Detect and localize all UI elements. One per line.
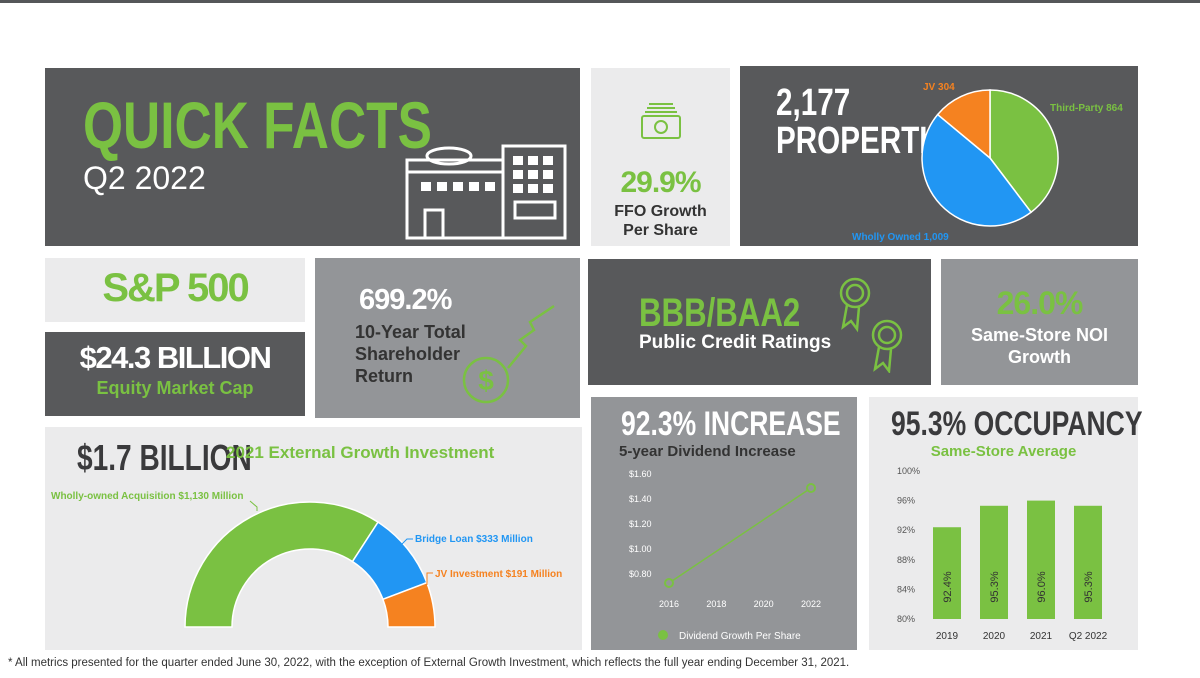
x-tick-label: 2020 xyxy=(754,599,774,609)
pie-slice-2 xyxy=(936,89,991,160)
occupancy-title-wrap: 95.3% OCCUPANCY xyxy=(891,405,1200,444)
x-tick-label: 2016 xyxy=(659,599,679,609)
pie-label-jv: JV 304 xyxy=(923,82,955,93)
market-cap-value: $24.3 BILLION xyxy=(79,340,272,375)
x-tick-label: 2019 xyxy=(936,631,959,642)
ffo-label-2: Per Share xyxy=(623,222,698,239)
bar-value-label: 95.3% xyxy=(1083,571,1095,602)
pie-label-wholly-owned: Wholly Owned 1,009 xyxy=(852,232,949,243)
donut-segment-2 xyxy=(381,581,436,628)
occupancy-bar xyxy=(933,527,961,619)
pie-slice-1 xyxy=(921,113,1033,227)
title-text: QUICK FACTS xyxy=(83,88,432,162)
dividend-point xyxy=(664,578,674,588)
building-icon xyxy=(405,144,567,240)
occupancy-title: 95.3% OCCUPANCY xyxy=(891,405,1143,443)
external-donut-chart: Wholly-owned Acquisition $1,130 Million … xyxy=(51,491,562,628)
dividend-line-chart: $0.80 $1.00 $1.20 $1.40 $1.60 2016 2018 2020 202… xyxy=(629,469,821,642)
ffo-value: 29.9% xyxy=(620,166,701,199)
occupancy-bar xyxy=(1074,505,1102,619)
credit-value: BBB/BAA2 xyxy=(639,291,801,335)
y-tick-label: 100% xyxy=(897,466,920,476)
credit-label: Public Credit Ratings xyxy=(639,332,832,353)
market-cap-tile: $24.3 BILLION Equity Market Cap xyxy=(45,332,305,416)
dividend-legend: Dividend Growth Per Share xyxy=(679,631,801,642)
y-tick-label: 80% xyxy=(897,614,915,624)
dividend-title: 92.3% INCREASE xyxy=(621,405,841,443)
tsr-label-1: 10-Year Total xyxy=(355,322,466,342)
noi-label-1: Same-Store NOI xyxy=(970,325,1109,345)
market-cap-wrap: $24.3 BILLION xyxy=(45,340,305,376)
top-border xyxy=(0,0,1200,3)
external-label: 2021 External Growth Investment xyxy=(226,443,495,462)
external-growth-tile: $1.7 BILLION 2021 External Growth Invest… xyxy=(45,427,582,650)
donut-label-wholly-owned: Wholly-owned Acquisition $1,130 Million xyxy=(51,491,243,502)
y-tick-label: 84% xyxy=(897,584,915,594)
noi-value: 26.0% xyxy=(996,285,1084,321)
bar-value-label: 92.4% xyxy=(942,571,954,602)
x-tick-label: 2022 xyxy=(801,599,821,609)
y-tick-label: $1.00 xyxy=(629,544,652,554)
y-tick-label: $1.60 xyxy=(629,469,652,479)
bar-value-label: 96.0% xyxy=(1036,571,1048,602)
occupancy-bar-chart: 80% 84% 88% 92% 96% 100% 92.4% 2019 95.3% 2020 96.… xyxy=(897,466,1108,642)
external-value-wrap: $1.7 BILLION xyxy=(77,437,301,479)
noi-tile: 26.0% Same-Store NOI Growth xyxy=(941,259,1138,385)
pie-label-third-party: Third-Party 864 xyxy=(1050,103,1123,114)
x-tick-label: 2018 xyxy=(706,599,726,609)
tsr-label-2: Shareholder xyxy=(355,344,461,364)
money-stack-icon xyxy=(641,103,681,139)
bar-value-label: 95.3% xyxy=(989,571,1001,602)
dollar-growth-icon: $ xyxy=(462,304,555,404)
tsr-label-3: Return xyxy=(355,366,413,386)
occupancy-tile: 95.3% OCCUPANCY Same-Store Average 80% 84… xyxy=(869,397,1143,650)
dividend-point xyxy=(806,483,816,493)
tsr-tile: 699.2% 10-Year Total Shareholder Return … xyxy=(315,258,580,418)
donut-segment-0 xyxy=(184,501,380,628)
dividend-tile: 92.3% INCREASE 5-year Dividend Increase … xyxy=(591,397,857,650)
y-tick-label: 92% xyxy=(897,525,915,535)
sp500-wrap: S&P 500 xyxy=(45,266,305,311)
svg-text:$: $ xyxy=(478,365,494,396)
noi-value-wrap: 26.0% xyxy=(941,285,1138,322)
properties-count-wrap: 2,177 xyxy=(776,82,871,125)
y-tick-label: $1.20 xyxy=(629,519,652,529)
properties-tile: 2,177 PROPERTIES Third-Party 864 Wholly … xyxy=(740,66,1138,246)
dividend-series-line xyxy=(668,487,812,584)
ffo-label-1: FFO Growth xyxy=(614,203,707,220)
page-title: QUICK FACTS xyxy=(83,90,530,160)
dividend-subtitle: 5-year Dividend Increase xyxy=(619,443,796,460)
tsr-value: 699.2% xyxy=(359,284,452,316)
y-tick-label: $0.80 xyxy=(629,569,652,579)
occupancy-subtitle: Same-Store Average xyxy=(930,443,1077,460)
legend-dot xyxy=(658,630,668,640)
sp500-label: S&P 500 xyxy=(102,266,249,310)
credit-tile: BBB/BAA2 Public Credit Ratings xyxy=(588,259,931,385)
award-ribbon-icon xyxy=(839,277,903,373)
y-tick-label: $1.40 xyxy=(629,494,652,504)
external-value: $1.7 BILLION xyxy=(77,437,252,478)
x-tick-label: Q2 2022 xyxy=(1069,631,1108,642)
x-tick-label: 2021 xyxy=(1030,631,1053,642)
ffo-value-wrap: 29.9% xyxy=(591,166,730,200)
pie-slice-0 xyxy=(989,89,1059,214)
y-tick-label: 88% xyxy=(897,555,915,565)
ffo-tile: 29.9% FFO Growth Per Share xyxy=(591,68,730,246)
footnote: * All metrics presented for the quarter … xyxy=(8,657,850,669)
credit-value-wrap: BBB/BAA2 xyxy=(639,291,846,336)
market-cap-label: Equity Market Cap xyxy=(96,378,254,398)
quick-facts-tile: QUICK FACTS Q2 2022 xyxy=(45,68,580,246)
period-text: Q2 2022 xyxy=(83,160,206,196)
sp500-tile: S&P 500 xyxy=(45,258,305,322)
noi-label-2: Growth xyxy=(1008,347,1071,367)
properties-pie-chart: Third-Party 864 Wholly Owned 1,009 JV 30… xyxy=(852,82,1123,243)
occupancy-bar xyxy=(980,505,1008,619)
properties-count: 2,177 xyxy=(776,82,851,124)
donut-label-bridge-loan: Bridge Loan $333 Million xyxy=(415,534,533,545)
y-tick-label: 96% xyxy=(897,496,915,506)
x-tick-label: 2020 xyxy=(983,631,1006,642)
dividend-title-wrap: 92.3% INCREASE xyxy=(621,405,903,444)
occupancy-bar xyxy=(1027,500,1055,619)
donut-label-jv: JV Investment $191 Million xyxy=(435,569,562,580)
